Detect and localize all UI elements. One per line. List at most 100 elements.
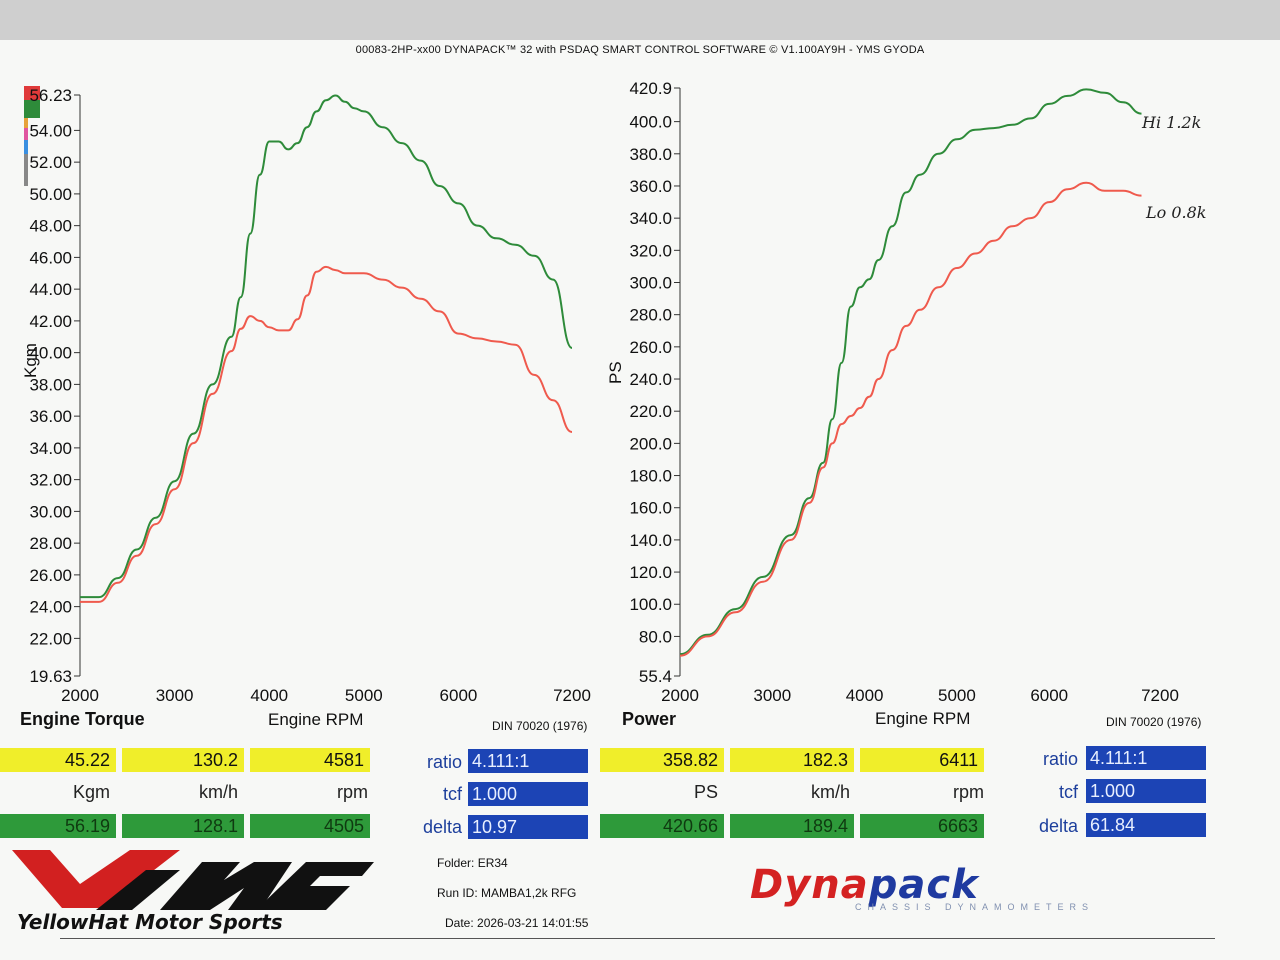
- tcf-label-right: tcf: [1058, 782, 1078, 802]
- torque-y-tick-label: 26.00: [29, 566, 72, 585]
- torque-y-tick-label: 32.00: [29, 471, 72, 490]
- power-y-tick-label: 420.9: [629, 79, 672, 98]
- power-series-green-line: [679, 88, 1142, 656]
- torque-current-rpm: 4581: [250, 748, 370, 772]
- delta-value-right: 61.84: [1086, 813, 1206, 837]
- torque-x-tick-label: 5000: [345, 686, 383, 705]
- power-chart-title: Power: [622, 709, 676, 729]
- power-y-tick-label: 80.0: [639, 627, 672, 646]
- power-current-rpm: 6411: [860, 748, 984, 772]
- tcf-value-right: 1.000: [1086, 779, 1206, 803]
- power-peak-value: 420.66: [600, 814, 724, 838]
- power-x-label: Engine RPM: [875, 709, 970, 728]
- torque-x-tick-label: 7200: [553, 686, 591, 705]
- power-y-tick-label: 260.0: [629, 338, 672, 357]
- power-y-tick-label: 400.0: [629, 113, 672, 132]
- color-key-swatch: [24, 128, 28, 140]
- delta-label-left: delta: [422, 817, 462, 837]
- power-current-speed: 182.3: [730, 748, 854, 772]
- power-y-tick-label: 280.0: [629, 306, 672, 325]
- folder-line: Folder: ER34: [437, 856, 508, 870]
- torque-unit: Kgm: [72, 782, 110, 802]
- annotation-lo: Lo 0.8k: [1145, 203, 1206, 222]
- speed-unit-right: km/h: [810, 782, 850, 802]
- torque-y-label: Kgm: [21, 343, 40, 378]
- power-x-tick-label: 6000: [1030, 686, 1068, 705]
- torque-peak-speed: 128.1: [122, 814, 244, 838]
- color-key-swatch: [24, 100, 40, 118]
- power-y-tick-label: 55.4: [639, 667, 672, 686]
- power-chart: 420.9 400.0 380.0 360.0 340.0 320.0 300.0 280.0…: [606, 79, 1206, 729]
- torque-y-tick-label: 36.00: [29, 407, 72, 426]
- color-key-swatch: [24, 118, 28, 128]
- power-y-tick-label: 140.0: [629, 531, 672, 550]
- color-key: [24, 86, 40, 186]
- torque-x-label: Engine RPM: [268, 710, 363, 729]
- power-y-tick-label: 380.0: [629, 145, 672, 164]
- tcf-label-left: tcf: [442, 784, 462, 804]
- power-peak-speed: 189.4: [730, 814, 854, 838]
- ratio-label-left: ratio: [426, 752, 462, 772]
- torque-y-tick-label: 44.00: [29, 280, 72, 299]
- power-y-label: PS: [606, 361, 625, 384]
- torque-y-tick-label: 50.00: [29, 185, 72, 204]
- dyno-sheet: [0, 40, 1280, 960]
- torque-y-tick-label: 52.00: [29, 153, 72, 172]
- torque-standard: DIN 70020 (1976): [492, 719, 587, 733]
- torque-chart-title: Engine Torque: [20, 709, 145, 729]
- torque-y-tick-label: 56.23: [29, 86, 72, 105]
- yms-logo: [12, 850, 374, 910]
- power-standard: DIN 70020 (1976): [1106, 715, 1201, 729]
- torque-y-tick-label: 40.00: [29, 344, 72, 363]
- power-y-tick-label: 160.0: [629, 499, 672, 518]
- power-y-tick-label: 300.0: [629, 273, 672, 292]
- torque-x-tick-label: 3000: [156, 686, 194, 705]
- color-key-swatch: [24, 86, 40, 100]
- power-peak-rpm: 6663: [860, 814, 984, 838]
- torque-current-value: 45.22: [0, 748, 116, 772]
- delta-value-left: 10.97: [468, 815, 588, 839]
- torque-y-tick-label: 22.00: [29, 629, 72, 648]
- torque-x-tick-label: 6000: [440, 686, 478, 705]
- ratio-label-right: ratio: [1042, 749, 1078, 769]
- torque-series-red-line: [80, 265, 573, 603]
- bottom-rule: [60, 938, 1215, 939]
- torque-y-tick-label: 42.00: [29, 312, 72, 331]
- torque-y-tick-label: 24.00: [29, 598, 72, 617]
- torque-y-tick-label: 19.63: [29, 667, 72, 686]
- power-y-tick-label: 180.0: [629, 467, 672, 486]
- power-y-tick-label: 240.0: [629, 370, 672, 389]
- power-series-red-line: [679, 181, 1142, 657]
- dynapack-logo: Dynapack: [750, 862, 979, 908]
- date-line: Date: 2026-03-21 14:01:55: [445, 916, 589, 930]
- torque-series-green-line: [79, 94, 573, 599]
- power-y-tick-label: 100.0: [629, 595, 672, 614]
- torque-peak-value: 56.19: [0, 814, 116, 838]
- delta-label-right: delta: [1038, 816, 1078, 836]
- speed-unit: km/h: [198, 782, 238, 802]
- torque-y-tick-label: 46.00: [29, 248, 72, 267]
- power-current-value: 358.82: [600, 748, 724, 772]
- rpm-unit-right: rpm: [953, 782, 984, 802]
- torque-y-tick-label: 54.00: [29, 121, 72, 140]
- power-y-tick-label: 220.0: [629, 402, 672, 421]
- power-x-tick-label: 2000: [661, 686, 699, 705]
- torque-peak-rpm: 4505: [250, 814, 370, 838]
- power-y-tick-label: 200.0: [629, 434, 672, 453]
- power-x-tick-label: 5000: [938, 686, 976, 705]
- tcf-value-left: 1.000: [468, 782, 588, 806]
- power-y-tick-label: 320.0: [629, 241, 672, 260]
- rpm-unit: rpm: [337, 782, 368, 802]
- color-key-swatch: [24, 140, 28, 154]
- dynapack-subtitle: CHASSIS DYNAMOMETERS: [855, 902, 1095, 912]
- torque-x-tick-label: 2000: [61, 686, 99, 705]
- ratio-value-right: 4.111:1: [1086, 746, 1206, 770]
- software-header: 00083-2HP-xx00 DYNAPACK™ 32 with PSDAQ S…: [355, 44, 925, 56]
- torque-y-tick-label: 38.00: [29, 375, 72, 394]
- power-unit: PS: [693, 782, 718, 802]
- annotation-hi: Hi 1.2k: [1141, 113, 1201, 132]
- torque-current-speed: 130.2: [122, 748, 244, 772]
- power-x-tick-label: 7200: [1141, 686, 1179, 705]
- torque-y-tick-label: 48.00: [29, 217, 72, 236]
